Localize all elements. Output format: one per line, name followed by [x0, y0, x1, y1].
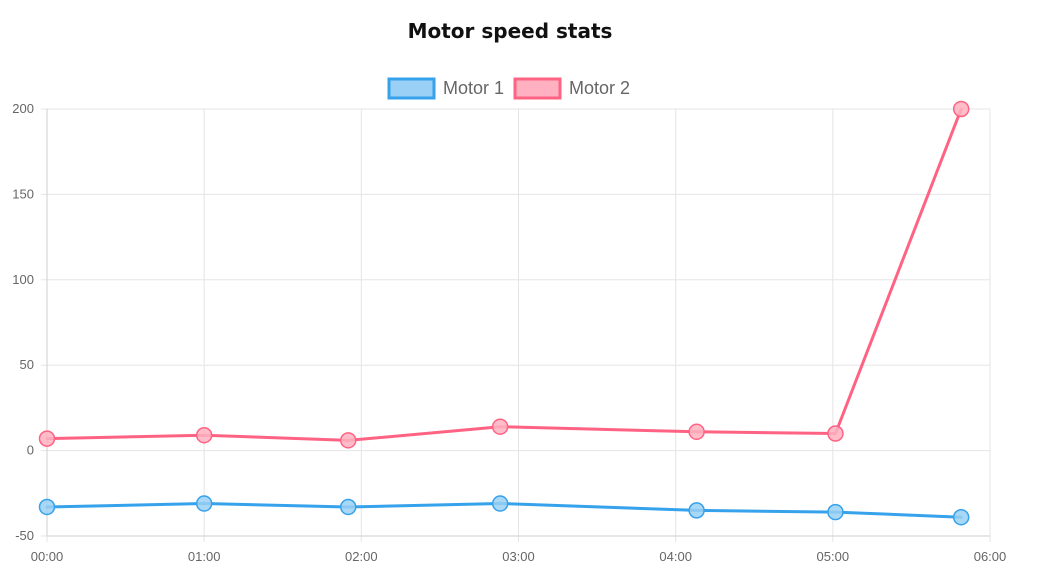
- motor-2-point[interactable]: [827, 425, 844, 442]
- motor-2-point[interactable]: [339, 432, 357, 449]
- motor-1-point[interactable]: [688, 502, 705, 519]
- motor-1-point[interactable]: [339, 498, 357, 516]
- x-axis: 00:00 01:00 02:00 03:00 04:00 05:00 06:00: [31, 549, 1007, 564]
- motor-2-point[interactable]: [688, 423, 705, 441]
- legend-swatch: [513, 77, 562, 100]
- y-tick-label: -50: [15, 528, 34, 543]
- legend-label: Motor 2: [569, 78, 630, 98]
- y-tick-label: 50: [20, 357, 34, 372]
- y-tick-label: 100: [12, 272, 34, 287]
- y-tick-label: 0: [27, 443, 34, 458]
- x-tick-label: 04:00: [659, 549, 692, 564]
- x-tick-label: 06:00: [974, 549, 1007, 564]
- grid: [41, 108, 991, 542]
- motor-2-point[interactable]: [195, 426, 213, 444]
- x-tick-label: 01:00: [188, 549, 221, 564]
- motor-1-point[interactable]: [38, 498, 56, 516]
- legend: Motor 1 Motor 2: [387, 77, 630, 100]
- legend-item-motor-1[interactable]: Motor 1: [387, 77, 504, 100]
- motor-1-point[interactable]: [827, 503, 844, 521]
- x-tick-label: 00:00: [31, 549, 64, 564]
- motor-2-point[interactable]: [491, 418, 509, 435]
- series-points: [38, 100, 970, 526]
- y-tick-label: 200: [12, 101, 34, 116]
- x-tick-label: 05:00: [817, 549, 850, 564]
- legend-item-motor-2[interactable]: Motor 2: [513, 77, 630, 100]
- x-tick-label: 02:00: [345, 549, 378, 564]
- chart-title: Motor speed stats: [408, 19, 613, 43]
- motor-1-point[interactable]: [491, 495, 509, 512]
- motor-2-point[interactable]: [952, 100, 970, 118]
- series-lines: [45, 107, 963, 519]
- y-axis: -50 0 50 100 150 200: [12, 101, 34, 543]
- motor-1-point[interactable]: [195, 495, 213, 512]
- motor-2-line: [45, 107, 963, 442]
- motor-1-point[interactable]: [952, 508, 970, 526]
- y-tick-label: 150: [12, 186, 34, 201]
- legend-swatch: [387, 77, 436, 100]
- legend-label: Motor 1: [443, 78, 504, 98]
- x-tick-label: 03:00: [502, 549, 535, 564]
- motor-2-point[interactable]: [38, 430, 56, 447]
